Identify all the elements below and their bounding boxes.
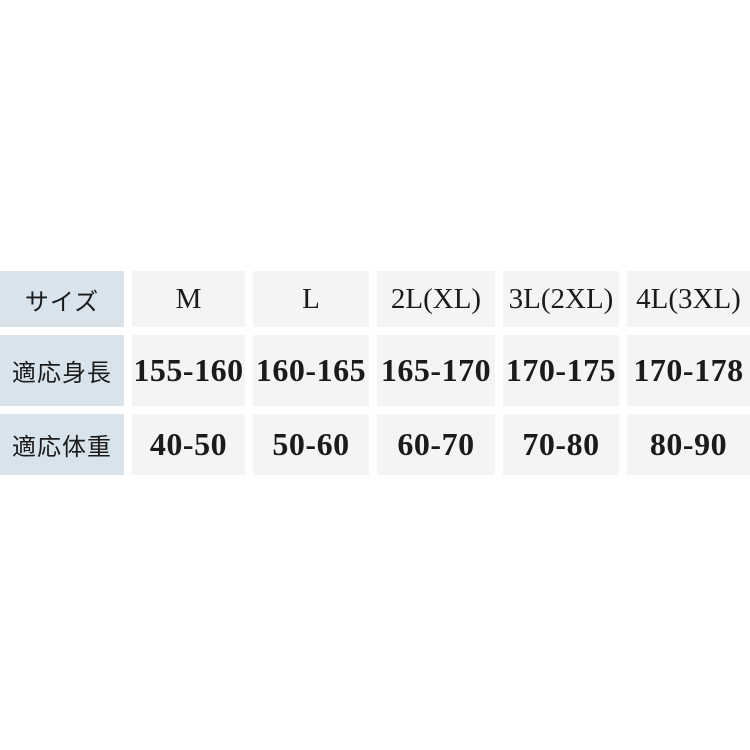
weight-row-label: 適応体重 [0,414,124,475]
height-value-2l: 165-170 [377,335,495,406]
height-value-l: 160-165 [253,335,369,406]
height-value-3l: 170-175 [503,335,619,406]
size-header-l: L [253,271,369,327]
size-header-3l: 3L(2XL) [503,271,619,327]
height-row-label: 適応身長 [0,335,124,406]
weight-value-l: 50-60 [253,414,369,475]
weight-value-3l: 70-80 [503,414,619,475]
weight-value-4l: 80-90 [627,414,750,475]
height-value-m: 155-160 [132,335,245,406]
weight-value-2l: 60-70 [377,414,495,475]
size-header-4l: 4L(3XL) [627,271,750,327]
header-row-label: サイズ [0,271,124,327]
height-value-4l: 170-178 [627,335,750,406]
weight-value-m: 40-50 [132,414,245,475]
size-header-m: M [132,271,245,327]
size-chart-table: サイズ M L 2L(XL) 3L(2XL) 4L(3XL) 適応身長 155-… [0,271,750,475]
size-header-2l: 2L(XL) [377,271,495,327]
